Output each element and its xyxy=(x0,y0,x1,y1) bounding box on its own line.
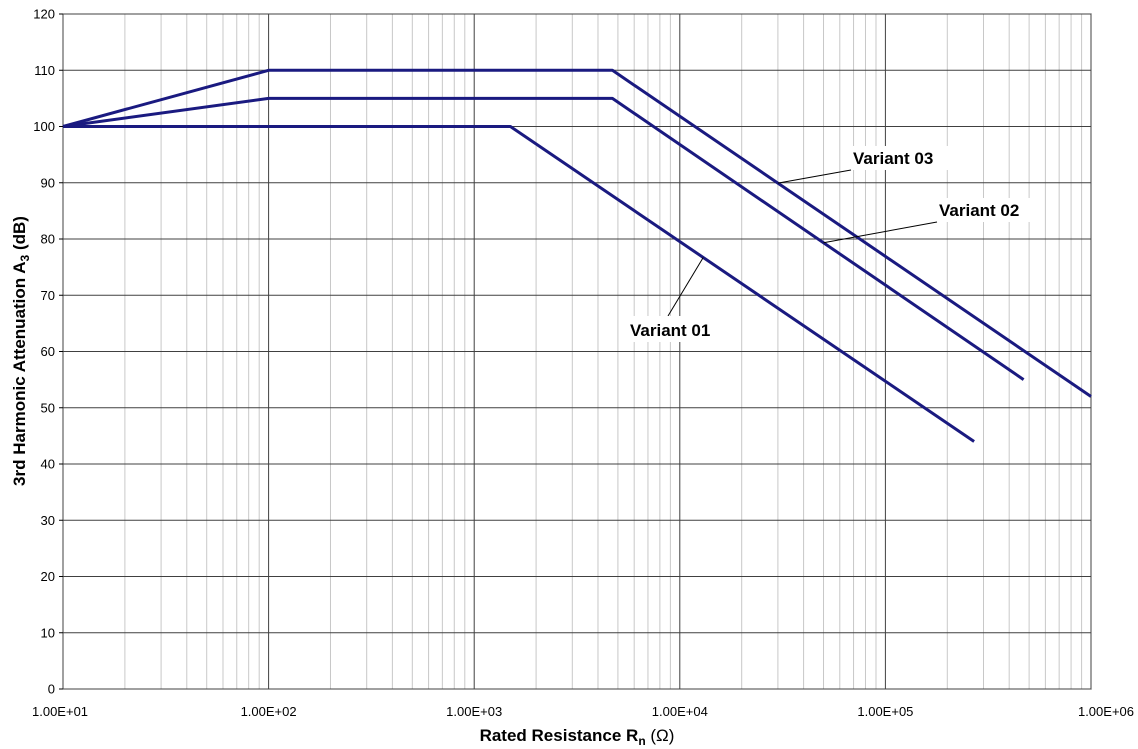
series-line-variant-01 xyxy=(63,125,975,443)
y-tick-label: 60 xyxy=(41,344,55,359)
y-tick-label: 80 xyxy=(41,232,55,247)
x-tick-label: 1.00E+02 xyxy=(241,704,297,719)
x-tick-label: 1.00E+01 xyxy=(32,704,88,719)
x-axis-title: Rated Resistance Rn (Ω) xyxy=(480,726,675,748)
y-tick-label: 70 xyxy=(41,288,55,303)
annotation-label: Variant 03 xyxy=(853,149,933,168)
x-tick-labels: 1.00E+01 1.00E+02 1.00E+03 1.00E+04 1.00E+05… xyxy=(32,704,1134,719)
y-tick-label: 50 xyxy=(41,400,55,415)
y-tick-label: 40 xyxy=(41,457,55,472)
annotation-box xyxy=(851,146,951,170)
y-tick-label: 30 xyxy=(41,513,55,528)
annotation-box xyxy=(937,198,1043,222)
annotation-label: Variant 01 xyxy=(630,321,710,340)
series-line-variant-02 xyxy=(62,96,1025,381)
y-tick-label: 100 xyxy=(33,119,55,134)
annotations: Variant 03 Variant 02 Variant 01 xyxy=(628,146,1043,342)
x-tick-label: 1.00E+03 xyxy=(446,704,502,719)
x-tick-label: 1.00E+05 xyxy=(857,704,913,719)
annotation-leader xyxy=(777,169,852,184)
y-tick-label: 90 xyxy=(41,175,55,190)
series-lines xyxy=(62,68,1092,443)
series-line-variant-03 xyxy=(62,68,1092,398)
annotation-leader xyxy=(667,257,704,317)
annotation-box xyxy=(628,316,734,342)
y-tick-label: 0 xyxy=(48,682,55,697)
x-tick-label: 1.00E+04 xyxy=(652,704,708,719)
x-tick-label: 1.00E+06 xyxy=(1078,704,1134,719)
y-tick-label: 10 xyxy=(41,625,55,640)
y-axis-title: 3rd Harmonic Attenuation A3 (dB) xyxy=(10,216,32,486)
annotation-label: Variant 02 xyxy=(939,201,1019,220)
y-tick-labels: 0 10 20 30 40 50 60 70 80 90 100 110 120 xyxy=(33,7,63,697)
y-tick-label: 20 xyxy=(41,569,55,584)
annotation-leader xyxy=(823,221,938,244)
y-tick-label: 110 xyxy=(34,63,55,78)
y-tick-label: 120 xyxy=(33,7,55,22)
